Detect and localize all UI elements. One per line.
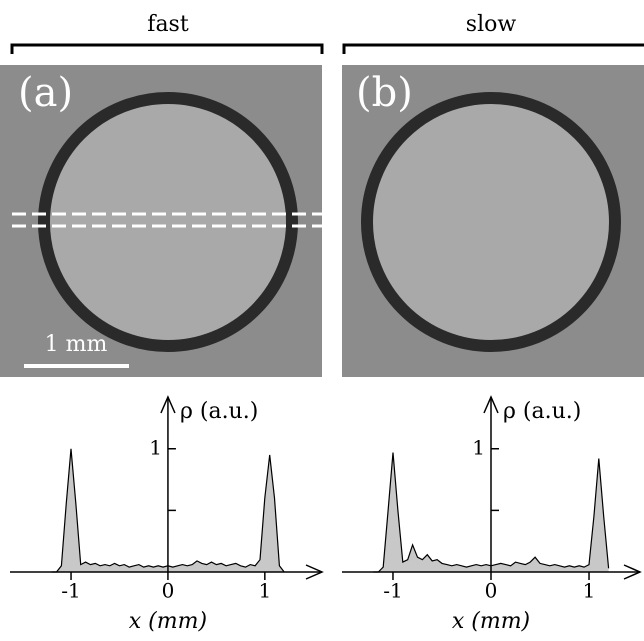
x-axis-arrow bbox=[305, 564, 324, 580]
panel-label: (a) bbox=[18, 70, 73, 116]
bracket bbox=[10, 43, 324, 54]
scale-bar-label: 1 mm bbox=[45, 332, 108, 357]
x-tick-label: 1 bbox=[258, 579, 271, 603]
photo-b bbox=[342, 65, 644, 377]
panel-header: slow bbox=[466, 12, 517, 37]
y-axis-arrow bbox=[160, 395, 176, 414]
bracket bbox=[342, 43, 644, 54]
x-tick-label: 0 bbox=[485, 579, 498, 603]
x-tick-label: 0 bbox=[162, 579, 175, 603]
panel-label: (b) bbox=[356, 70, 413, 116]
x-axis-arrow bbox=[623, 564, 642, 580]
x-tick-label: -1 bbox=[383, 579, 402, 603]
x-axis-label: x (mm) bbox=[452, 609, 530, 634]
area-fill bbox=[373, 452, 609, 572]
y-tick-label: 1 bbox=[472, 435, 485, 459]
photo-a bbox=[0, 65, 322, 377]
y-axis-label: ρ (a.u.) bbox=[503, 399, 581, 424]
x-tick-label: -1 bbox=[61, 579, 80, 603]
area-fill bbox=[51, 448, 285, 572]
y-tick-label: 1 bbox=[149, 435, 162, 459]
x-axis-label: x (mm) bbox=[129, 609, 207, 634]
y-axis-label: ρ (a.u.) bbox=[180, 399, 258, 424]
x-tick-label: 1 bbox=[583, 579, 596, 603]
y-axis-arrow bbox=[483, 395, 499, 414]
panel-header: fast bbox=[147, 12, 189, 37]
